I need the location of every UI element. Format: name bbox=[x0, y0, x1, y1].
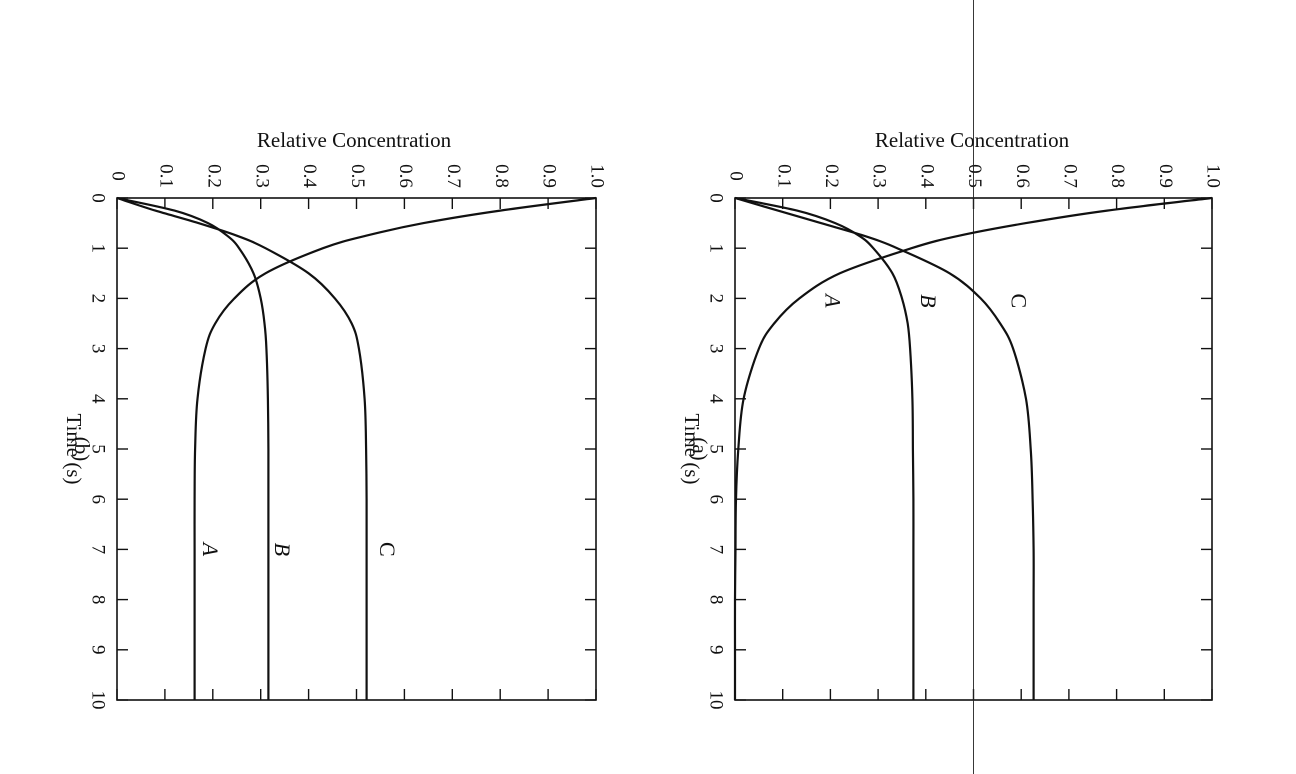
curve-label-c: C bbox=[1006, 294, 1031, 309]
panel-caption: (a) bbox=[688, 437, 712, 460]
y-tick-label: 0.2 bbox=[203, 164, 224, 188]
series-line-c bbox=[116, 196, 368, 700]
panel-b: 0 0.1 0.2 0.3 0.4 0.5 0.6 0.7 0.8 0.9 1.0 0 1 2 3 4 5 6 7 8… bbox=[62, 128, 607, 710]
x-tick-label: 9 bbox=[88, 645, 109, 655]
x-tick-label: 7 bbox=[706, 545, 727, 555]
x-tick-label: 8 bbox=[88, 595, 109, 605]
x-tick-label: 5 bbox=[706, 444, 727, 454]
curve-label-b: B bbox=[270, 543, 295, 556]
x-tick-label: 6 bbox=[88, 494, 109, 504]
x-tick-label: 7 bbox=[88, 545, 109, 555]
x-tick-label: 8 bbox=[706, 595, 727, 605]
curve-label-c: C bbox=[375, 542, 400, 557]
x-tick-label: 4 bbox=[88, 394, 109, 404]
y-tick-label: 0.8 bbox=[1107, 164, 1128, 188]
x-tick-label: 6 bbox=[706, 494, 727, 504]
x-axis-label: Time (s) bbox=[680, 414, 704, 485]
y-tick-label: 1.0 bbox=[587, 164, 608, 188]
y-tick-label: 0.9 bbox=[539, 164, 560, 188]
y-tick-label: 1.0 bbox=[1203, 164, 1224, 188]
x-tick-label: 4 bbox=[706, 394, 727, 404]
x-tick-label: 0 bbox=[706, 193, 727, 203]
y-tick-label: 0.3 bbox=[251, 164, 272, 188]
y-axis-label: Relative Concentration bbox=[257, 128, 452, 152]
y-tick-label: 0.4 bbox=[299, 164, 320, 188]
x-tick-label: 1 bbox=[706, 243, 727, 253]
y-tick-label: 0.1 bbox=[156, 164, 177, 188]
y-tick-label: 0.6 bbox=[1012, 164, 1033, 188]
x-tick-label: 2 bbox=[706, 294, 727, 304]
y-tick-label: 0.5 bbox=[964, 164, 985, 188]
y-tick-label: 0.8 bbox=[491, 164, 512, 188]
x-tick-label: 0 bbox=[88, 193, 109, 203]
y-tick-label: 0.7 bbox=[443, 164, 464, 188]
panel-caption: (b) bbox=[70, 437, 94, 462]
curve-label-b: B bbox=[916, 294, 941, 307]
curve-label-a: A bbox=[198, 541, 223, 557]
series-line-a bbox=[733, 196, 1213, 700]
x-tick-label: 10 bbox=[706, 691, 727, 710]
series-line-a bbox=[193, 196, 597, 700]
y-tick-label: 0 bbox=[108, 171, 129, 181]
y-tick-label: 0.5 bbox=[347, 164, 368, 188]
plot-frame bbox=[116, 197, 597, 701]
series-line-b bbox=[116, 196, 270, 700]
x-tick-label: 5 bbox=[88, 444, 109, 454]
y-tick-label: 0.3 bbox=[869, 164, 890, 188]
y-tick-label: 0 bbox=[726, 171, 747, 181]
series-line-c bbox=[734, 196, 1035, 700]
x-tick-label: 3 bbox=[88, 344, 109, 354]
curve-label-a: A bbox=[820, 292, 845, 308]
y-tick-label: 0.1 bbox=[773, 164, 794, 188]
x-tick-label: 9 bbox=[706, 645, 727, 655]
y-tick-label: 0.4 bbox=[916, 164, 937, 188]
x-tick-label: 10 bbox=[88, 691, 109, 710]
y-axis-label: Relative Concentration bbox=[875, 128, 1070, 152]
series-line-b bbox=[734, 196, 915, 700]
x-axis-label: Time (s) bbox=[62, 414, 86, 485]
y-tick-label: 0.6 bbox=[395, 164, 416, 188]
x-tick-label: 2 bbox=[88, 294, 109, 304]
x-tick-label: 3 bbox=[706, 344, 727, 354]
y-tick-label: 0.9 bbox=[1155, 164, 1176, 188]
y-tick-label: 0.7 bbox=[1060, 164, 1081, 188]
panel-a: 0 0.1 0.2 0.3 0.4 0.5 0.6 0.7 0.8 0.9 1.0 0 1 2 3 4 5 6 7 8… bbox=[680, 0, 1224, 774]
x-tick-label: 1 bbox=[88, 243, 109, 253]
y-tick-label: 0.2 bbox=[821, 164, 842, 188]
